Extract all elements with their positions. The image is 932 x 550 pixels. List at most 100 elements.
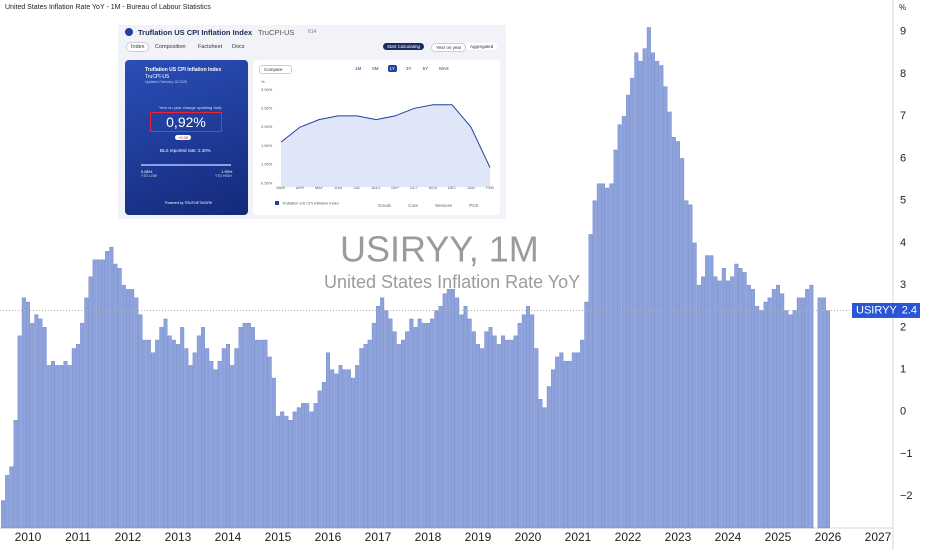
bar [100, 259, 105, 529]
x-tick-label: MAY [315, 185, 324, 190]
bar [692, 242, 697, 529]
bar [434, 310, 439, 529]
range-button[interactable]: MAX [439, 66, 449, 71]
bar [217, 360, 222, 529]
x-tick-label: 2018 [415, 530, 442, 544]
logo [125, 28, 133, 36]
bar [200, 327, 205, 529]
bar [726, 280, 731, 529]
bar [284, 415, 289, 529]
bar [730, 276, 735, 529]
compare-option[interactable]: Goods [378, 203, 392, 208]
bar [513, 335, 518, 529]
bar [696, 284, 701, 529]
bar [92, 259, 97, 529]
bar [501, 335, 506, 529]
card-value: 0,92% [150, 112, 222, 132]
bar [638, 61, 643, 529]
bar [596, 183, 601, 529]
bar [476, 344, 481, 529]
x-tick-label: 2021 [565, 530, 592, 544]
bar [409, 318, 414, 529]
bar [534, 348, 539, 529]
bar [680, 158, 685, 529]
bar [313, 403, 318, 529]
bar [1, 500, 5, 529]
button[interactable]: Year on year [431, 43, 467, 52]
tab[interactable]: Factsheet [198, 44, 223, 50]
bar [688, 204, 693, 529]
button[interactable]: Start Calculating [383, 43, 425, 50]
bar [521, 314, 526, 529]
range-button[interactable]: 1Y [387, 65, 398, 72]
bar [817, 297, 822, 529]
y-tick-label: −1 [900, 448, 913, 460]
bar [259, 339, 264, 529]
bar [617, 124, 622, 529]
bar [51, 360, 56, 529]
last-value-symbol: USIRYY [856, 304, 897, 316]
bar [751, 289, 756, 529]
bar [780, 293, 785, 529]
watermark: USIRYY, 1M [340, 229, 539, 270]
range-button[interactable]: 3Y [406, 66, 412, 71]
bar [709, 255, 714, 529]
bar [742, 272, 747, 529]
bar [401, 339, 406, 529]
bar [630, 77, 635, 529]
bar [621, 115, 626, 529]
bar [276, 415, 281, 529]
button[interactable]: Aggregated [466, 43, 498, 50]
bar [34, 314, 39, 529]
bar [463, 306, 468, 529]
bar [13, 420, 18, 529]
bar [196, 335, 201, 529]
range-buttons: 1M 6M 1Y 3Y 5Y MAX [353, 65, 458, 72]
card-updated: Updated February 18 2026 [145, 80, 187, 84]
legend-box [275, 201, 279, 205]
range-bar [141, 164, 231, 166]
inset-widget: Truflation US CPI Inflation Index TruCPI… [118, 25, 506, 219]
tab[interactable]: Docs [232, 44, 245, 50]
y-tick-label: 7 [900, 110, 906, 122]
bar [580, 339, 585, 529]
chart-title: United States Inflation Rate YoY - 1M - … [5, 4, 211, 11]
bar [492, 335, 497, 529]
bar [646, 27, 651, 529]
bar [96, 259, 101, 529]
bar [788, 314, 793, 529]
bar [309, 411, 314, 529]
bar [651, 52, 656, 529]
bar [46, 365, 51, 529]
compare-option[interactable]: Core [408, 203, 419, 208]
range-button[interactable]: 6M [372, 66, 379, 71]
x-tick-label: APR [296, 185, 304, 190]
range-button[interactable]: 5Y [422, 66, 429, 71]
x-tick-label: 2025 [765, 530, 792, 544]
bar [184, 348, 189, 529]
tab[interactable]: Composition [155, 44, 186, 50]
inset-chart: % 0.50% 1.00% 1.50% 2.00% 2.50% 3.00% MAR APR MAY… [261, 79, 494, 206]
bar [351, 377, 356, 529]
x-tick-label: 2023 [665, 530, 692, 544]
card-high: 1.95% [221, 169, 233, 174]
bar [738, 268, 743, 529]
bar [396, 344, 401, 529]
compare-option[interactable]: PCE [469, 203, 479, 208]
range-button[interactable]: 1M [355, 66, 362, 71]
x-tick-label: 2017 [365, 530, 392, 544]
bar [376, 306, 381, 529]
x-tick-label: 2013 [165, 530, 192, 544]
compare-select[interactable]: Compare [259, 65, 292, 74]
bar [42, 327, 47, 529]
bar [355, 365, 360, 529]
tab[interactable]: Index [126, 42, 150, 52]
bar [105, 251, 110, 529]
bar [455, 297, 460, 529]
compare-option[interactable]: Services [435, 203, 453, 208]
bar [721, 268, 726, 529]
bar [38, 318, 43, 529]
bar [205, 348, 210, 529]
bar [338, 365, 343, 529]
